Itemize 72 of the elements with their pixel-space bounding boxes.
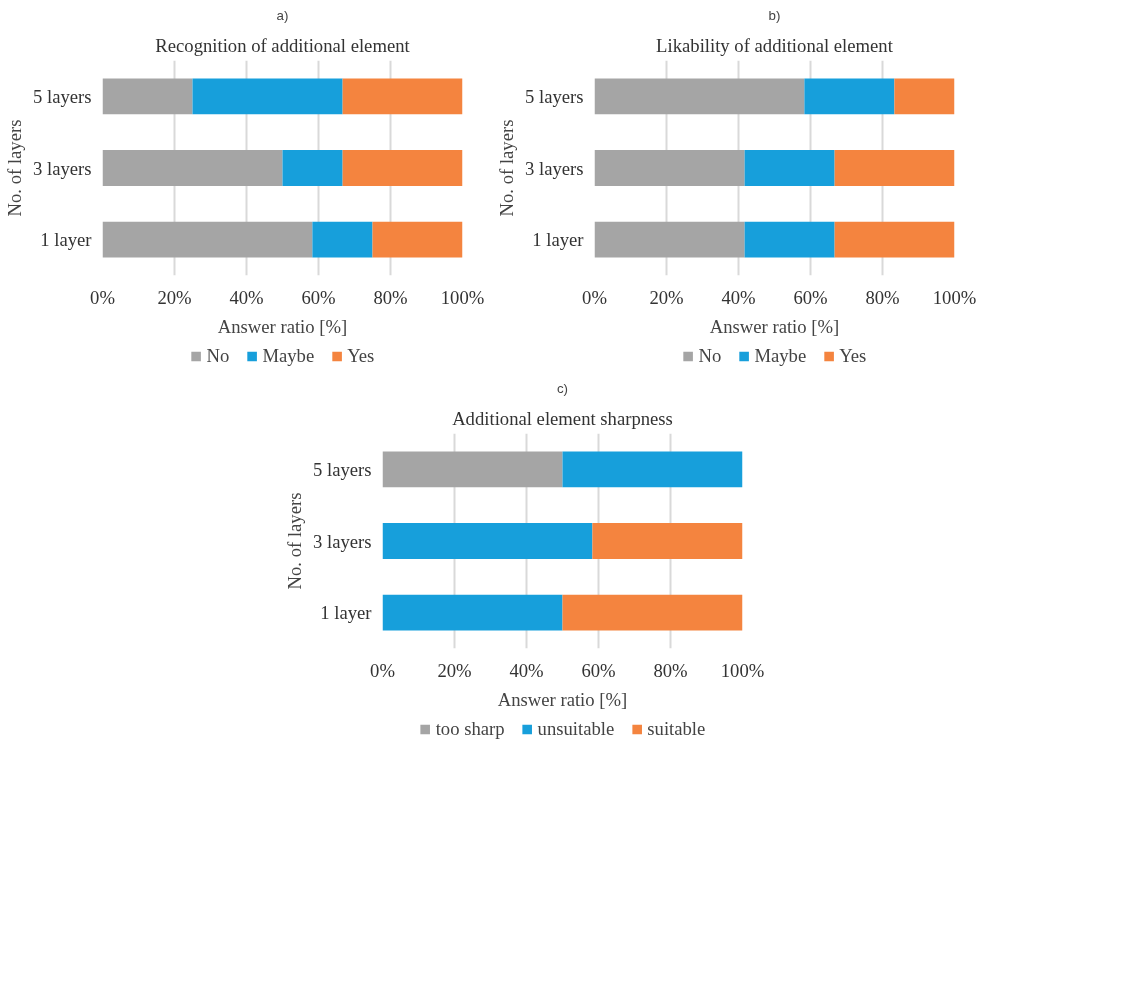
x-axis-title: Answer ratio [%]	[217, 315, 348, 337]
bar	[372, 221, 463, 258]
x-tick-label: 40%	[721, 286, 756, 308]
text: c)	[556, 380, 569, 396]
bar	[342, 78, 463, 115]
bar	[382, 523, 593, 559]
x-axis-title: Answer ratio [%]	[497, 688, 628, 710]
y-tick-label: 5 layers	[524, 85, 584, 107]
x-tick-label: 60%	[793, 286, 828, 308]
bar	[312, 221, 373, 258]
y-tick-label: 5 layers	[312, 458, 372, 480]
bar	[102, 150, 283, 186]
x-tick-label: 20%	[157, 286, 192, 308]
y-tick-label: 5 layers	[32, 85, 92, 107]
chart-title: Likability of additional element	[656, 34, 894, 56]
bar	[594, 78, 805, 115]
text: b)	[768, 7, 781, 23]
x-tick-label: 40%	[509, 659, 544, 681]
x-tick-label: 60%	[581, 659, 616, 681]
y-tick-label: 3 layers	[524, 157, 584, 179]
x-tick-label: 20%	[649, 286, 684, 308]
x-tick-label: 80%	[653, 659, 688, 681]
x-tick-label: 0%	[582, 286, 607, 308]
bar	[744, 150, 835, 186]
legend-label: unsuitable	[537, 718, 615, 740]
bar	[594, 150, 745, 186]
bar	[804, 78, 895, 115]
legend-label: Yes	[839, 345, 867, 367]
bar	[342, 150, 463, 186]
x-tick-label: 80%	[865, 286, 900, 308]
bar	[562, 451, 743, 488]
y-tick-label: 1 layer	[320, 602, 373, 624]
bar	[834, 221, 955, 258]
bar	[592, 523, 743, 559]
legend-label: Maybe	[262, 345, 315, 367]
y-tick-label: 1 layer	[532, 229, 585, 251]
chart-title: Additional element sharpness	[452, 407, 673, 429]
bar	[594, 221, 745, 258]
x-axis-title: Answer ratio [%]	[709, 315, 840, 337]
y-tick-label: 1 layer	[40, 229, 93, 251]
bar	[102, 221, 313, 258]
legend-label: Maybe	[754, 345, 807, 367]
y-tick-label: 3 layers	[32, 157, 92, 179]
bar	[382, 594, 563, 631]
y-axis-title: No. of layers	[283, 492, 305, 590]
bar	[744, 221, 835, 258]
legend-label: Yes	[347, 345, 375, 367]
y-tick-label: 3 layers	[312, 530, 372, 552]
x-tick-label: 0%	[370, 659, 395, 681]
y-axis-title: No. of layers	[495, 119, 517, 217]
bar	[894, 78, 955, 115]
x-tick-label: 100%	[720, 659, 765, 681]
bar	[192, 78, 343, 115]
x-tick-label: 80%	[373, 286, 408, 308]
x-tick-label: 20%	[437, 659, 472, 681]
legend-label: No	[206, 345, 230, 367]
bar	[102, 78, 193, 115]
chart-title: Recognition of additional element	[155, 34, 411, 56]
legend-label: suitable	[647, 718, 706, 740]
y-axis-title: No. of layers	[3, 119, 25, 217]
bar	[834, 150, 955, 186]
legend-label: No	[698, 345, 722, 367]
text: a)	[276, 7, 289, 23]
bar	[382, 451, 563, 488]
x-tick-label: 40%	[229, 286, 264, 308]
x-tick-label: 100%	[932, 286, 977, 308]
x-tick-label: 100%	[440, 286, 485, 308]
bar	[282, 150, 343, 186]
x-tick-label: 0%	[90, 286, 115, 308]
bar	[562, 594, 743, 631]
x-tick-label: 60%	[301, 286, 336, 308]
legend-label: too sharp	[435, 718, 505, 740]
